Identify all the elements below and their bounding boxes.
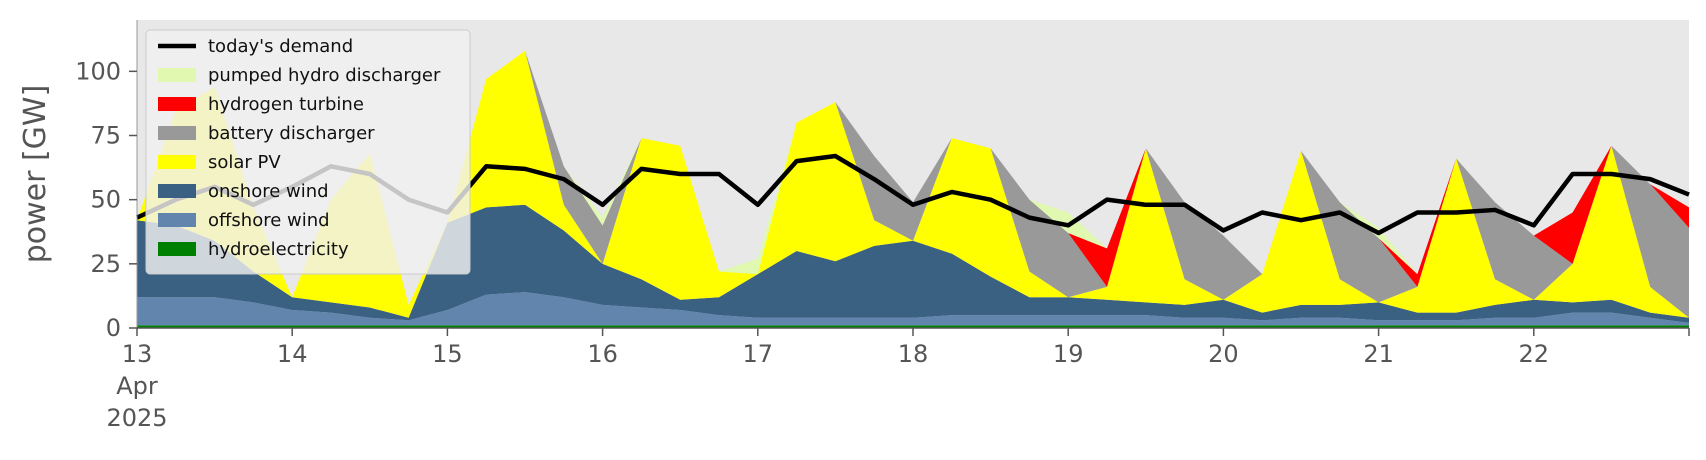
x-tick-label: 17 bbox=[743, 340, 774, 368]
legend-swatch bbox=[158, 126, 196, 140]
x-tick-label: 13 bbox=[122, 340, 153, 368]
x-tick-label: 14 bbox=[277, 340, 308, 368]
x-tick-label: 22 bbox=[1519, 340, 1550, 368]
legend-swatch bbox=[158, 155, 196, 169]
y-tick-label: 0 bbox=[106, 314, 121, 342]
x-tick-label: Apr bbox=[116, 372, 158, 400]
x-tick-label: 20 bbox=[1208, 340, 1239, 368]
y-tick-label: 75 bbox=[90, 122, 121, 150]
legend-label: hydrogen turbine bbox=[208, 94, 364, 115]
area-offshore-wind bbox=[137, 292, 1689, 326]
legend-label: offshore wind bbox=[208, 210, 330, 231]
legend-swatch bbox=[158, 213, 196, 227]
legend-label: pumped hydro discharger bbox=[208, 65, 441, 86]
legend-label: battery discharger bbox=[208, 123, 375, 144]
legend-swatch bbox=[158, 242, 196, 256]
x-axis: 13 Apr 2025 14 15 16 17 18 19 20 21 22 bbox=[106, 327, 1690, 432]
area-battery-discharger bbox=[137, 50, 1689, 318]
x-tick-label: 2025 bbox=[106, 404, 167, 432]
legend-swatch bbox=[158, 68, 196, 82]
y-tick-label: 50 bbox=[90, 186, 121, 214]
legend-label: solar PV bbox=[208, 152, 281, 173]
legend-box bbox=[145, 29, 471, 275]
legend: today's demand pumped hydro discharger hyd… bbox=[145, 29, 471, 275]
x-tick-label: 21 bbox=[1363, 340, 1394, 368]
x-tick-label: 19 bbox=[1053, 340, 1084, 368]
legend-label: hydroelectricity bbox=[208, 239, 349, 260]
area-solar-pv bbox=[137, 50, 1689, 318]
y-axis-label: power [GW] bbox=[18, 85, 53, 264]
area-onshore-wind bbox=[137, 204, 1689, 323]
legend-swatch bbox=[158, 97, 196, 111]
legend-swatch bbox=[158, 184, 196, 198]
y-tick-label: 25 bbox=[90, 250, 121, 278]
legend-label: today's demand bbox=[208, 36, 353, 57]
y-tick-label: 100 bbox=[75, 57, 121, 85]
x-tick-label: 15 bbox=[432, 340, 463, 368]
legend-label: onshore wind bbox=[208, 181, 329, 202]
x-tick-label: 18 bbox=[898, 340, 929, 368]
x-tick-label: 16 bbox=[587, 340, 618, 368]
y-axis: 0 25 50 75 100 bbox=[75, 20, 138, 342]
